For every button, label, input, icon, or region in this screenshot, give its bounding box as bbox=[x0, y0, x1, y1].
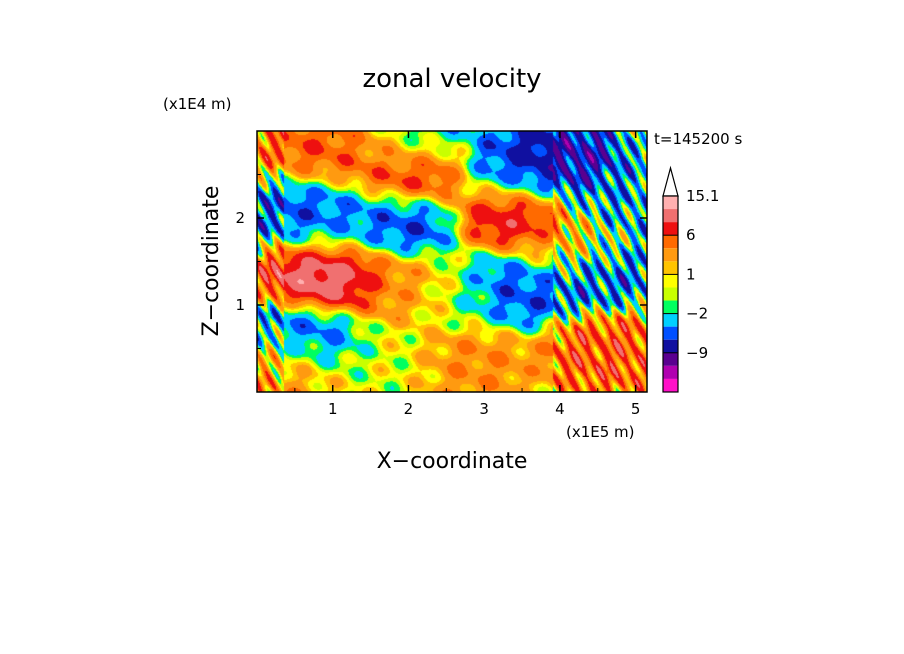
contour-plot-area bbox=[257, 131, 647, 392]
y-tick-label: 2 bbox=[235, 209, 245, 227]
x-axis-label: X−coordinate bbox=[377, 449, 528, 474]
x-tick-label: 3 bbox=[479, 400, 489, 418]
colorbar-swatch bbox=[663, 196, 678, 210]
y-axis-label: Z−coordinate bbox=[199, 186, 224, 337]
x-tick-label: 5 bbox=[631, 400, 641, 418]
colorbar-swatch bbox=[663, 352, 678, 366]
x-axis: 1 2 3 4 5 bbox=[294, 131, 641, 418]
colorbar-label: −2 bbox=[686, 305, 708, 323]
colorbar-swatch bbox=[663, 287, 678, 301]
x-tick-label: 2 bbox=[404, 400, 414, 418]
colorbar-swatch bbox=[663, 365, 678, 379]
y-tick-label: 1 bbox=[235, 296, 245, 314]
colorbar-swatch bbox=[663, 378, 678, 392]
colorbar-swatch bbox=[663, 300, 678, 314]
y-axis: 12 bbox=[235, 174, 647, 349]
x-tick-label: 4 bbox=[555, 400, 565, 418]
colorbar: 15.1 6 1 −2 −9 bbox=[662, 165, 719, 393]
colorbar-swatch bbox=[663, 261, 678, 275]
colorbar-swatch bbox=[663, 339, 678, 353]
time-label: t=145200 s bbox=[654, 130, 742, 148]
x-tick-label: 1 bbox=[328, 400, 338, 418]
colorbar-swatch bbox=[663, 274, 678, 288]
colorbar-swatch bbox=[663, 326, 678, 340]
colorbar-label: −9 bbox=[686, 344, 708, 362]
x-scale-note: (x1E5 m) bbox=[566, 423, 635, 441]
colorbar-label: 15.1 bbox=[686, 187, 719, 205]
contour-field bbox=[257, 131, 647, 392]
colorbar-label: 6 bbox=[686, 226, 696, 244]
colorbar-label: 1 bbox=[686, 265, 696, 283]
chart-title: zonal velocity bbox=[362, 64, 541, 94]
colorbar-swatch bbox=[663, 313, 678, 327]
colorbar-extend-max bbox=[662, 165, 679, 197]
colorbar-swatch bbox=[663, 222, 678, 236]
y-scale-note: (x1E4 m) bbox=[163, 95, 232, 113]
colorbar-swatch bbox=[663, 235, 678, 249]
colorbar-swatch bbox=[663, 248, 678, 262]
colorbar-swatch bbox=[663, 209, 678, 223]
